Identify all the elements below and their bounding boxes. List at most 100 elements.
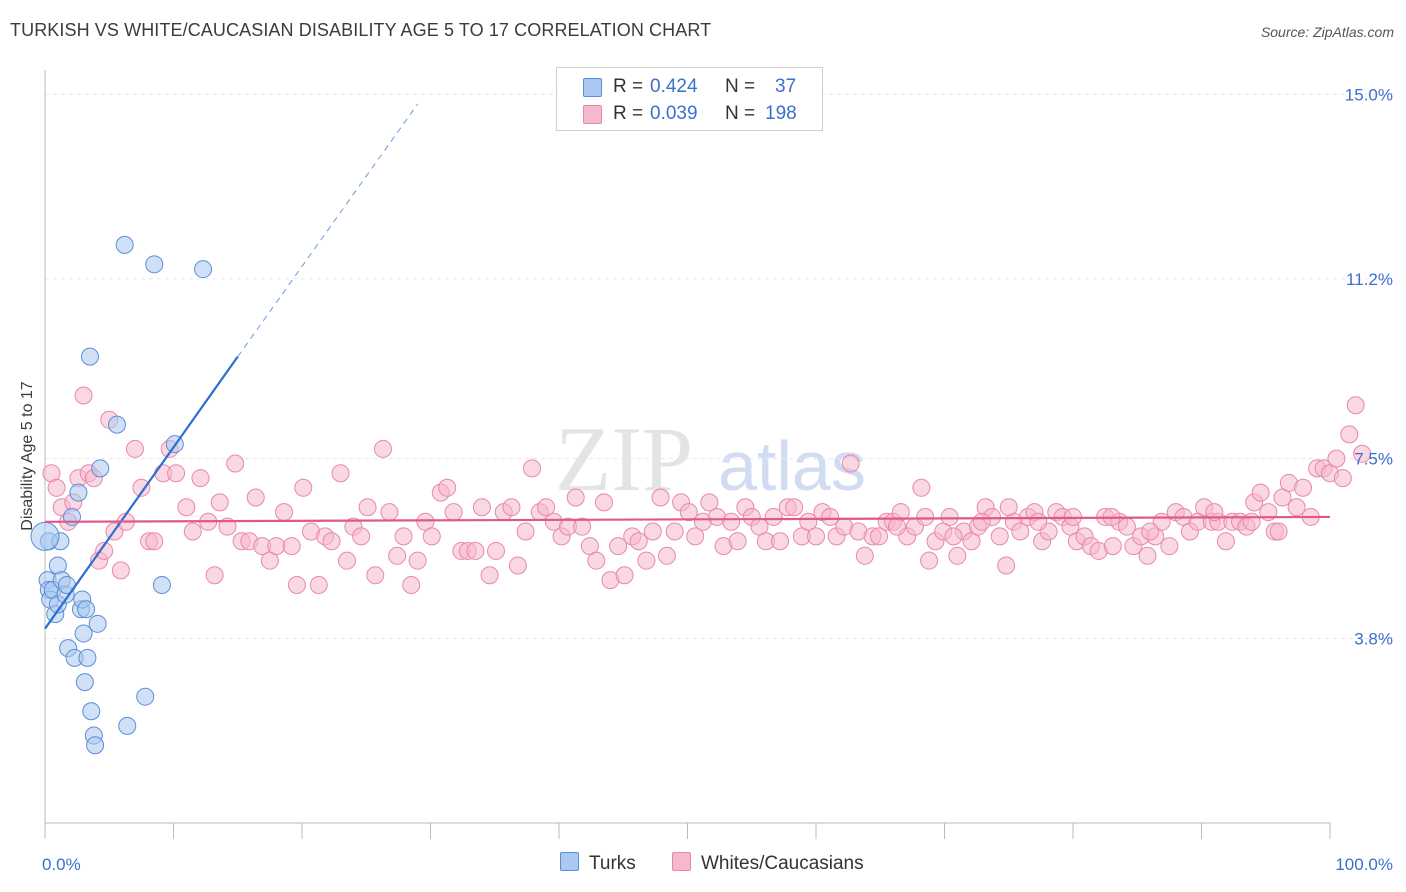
point-whites bbox=[643, 522, 662, 541]
point-whites bbox=[322, 532, 341, 551]
point-whites bbox=[1340, 425, 1359, 444]
point-whites bbox=[651, 488, 670, 507]
point-whites bbox=[444, 503, 463, 522]
point-whites bbox=[990, 527, 1009, 546]
legend-r-label: R = bbox=[613, 103, 644, 124]
point-whites bbox=[665, 522, 684, 541]
bottom-legend-swatch-whites bbox=[672, 852, 691, 871]
point-whites bbox=[855, 546, 874, 565]
point-whites bbox=[47, 478, 66, 497]
point-whites bbox=[537, 498, 556, 517]
point-whites bbox=[609, 537, 628, 556]
point-whites bbox=[657, 546, 676, 565]
point-whites bbox=[807, 527, 825, 546]
point-whites bbox=[183, 522, 202, 541]
point-whites bbox=[594, 493, 613, 512]
chart-title: TURKISH VS WHITE/CAUCASIAN DISABILITY AG… bbox=[10, 20, 712, 40]
point-whites bbox=[700, 493, 719, 512]
point-whites bbox=[920, 551, 939, 570]
point-whites bbox=[944, 527, 963, 546]
point-whites bbox=[679, 503, 698, 522]
point-whites bbox=[841, 454, 860, 473]
point-whites bbox=[1333, 469, 1352, 488]
bottom-legend-whites: Whites/Caucasians bbox=[672, 852, 864, 875]
point-turks bbox=[86, 736, 105, 755]
point-whites bbox=[487, 541, 506, 560]
point-turks bbox=[145, 255, 164, 274]
point-whites bbox=[972, 512, 991, 531]
point-turks bbox=[69, 483, 88, 502]
point-whites bbox=[1138, 546, 1157, 565]
point-whites bbox=[422, 527, 441, 546]
point-whites bbox=[573, 517, 592, 536]
point-whites bbox=[1294, 478, 1313, 497]
point-turks bbox=[78, 648, 97, 667]
bottom-legend-turks: Turks bbox=[560, 852, 636, 875]
legend-r-label: R = bbox=[613, 76, 644, 97]
point-whites bbox=[1269, 522, 1288, 541]
point-whites bbox=[95, 541, 114, 560]
point-turks bbox=[88, 614, 107, 633]
point-whites bbox=[275, 503, 294, 522]
point-whites bbox=[246, 488, 265, 507]
point-whites bbox=[722, 512, 741, 531]
legend-box: R = 0.424 N = 37 R = 0.039 N = 198 bbox=[556, 67, 823, 131]
legend-r-value: 0.039 bbox=[650, 103, 698, 124]
point-whites bbox=[267, 537, 286, 556]
point-whites bbox=[373, 439, 392, 458]
point-turks bbox=[136, 687, 155, 706]
trend-line-turks bbox=[44, 355, 239, 630]
point-whites bbox=[1242, 512, 1261, 531]
point-whites bbox=[358, 498, 377, 517]
point-whites bbox=[438, 478, 457, 497]
point-whites bbox=[1353, 444, 1372, 463]
y-tick-label: 15.0% bbox=[1345, 85, 1393, 104]
point-whites bbox=[352, 527, 371, 546]
point-whites bbox=[125, 439, 144, 458]
x-tick-label-max: 100.0% bbox=[1335, 855, 1393, 874]
point-whites bbox=[587, 551, 606, 570]
legend-n-label: N = bbox=[725, 103, 756, 124]
point-turks bbox=[82, 702, 101, 721]
bottom-legend-label-whites: Whites/Caucasians bbox=[701, 853, 864, 874]
point-whites bbox=[145, 532, 164, 551]
point-whites bbox=[1103, 537, 1122, 556]
point-whites bbox=[1327, 449, 1346, 468]
legend-swatch-whites bbox=[583, 105, 602, 124]
y-tick-label: 11.2% bbox=[1346, 270, 1393, 289]
point-whites bbox=[337, 551, 356, 570]
point-whites bbox=[111, 561, 130, 580]
point-whites bbox=[394, 527, 413, 546]
point-turks bbox=[75, 673, 94, 692]
point-whites bbox=[226, 454, 245, 473]
point-whites bbox=[940, 507, 959, 526]
point-turks bbox=[107, 415, 126, 434]
point-whites bbox=[629, 532, 648, 551]
point-whites bbox=[999, 498, 1018, 517]
watermark-atlas: atlas bbox=[718, 427, 866, 505]
legend-n-value: 198 bbox=[765, 103, 797, 124]
point-turks bbox=[91, 459, 110, 478]
point-turks bbox=[30, 521, 60, 551]
point-whites bbox=[402, 575, 421, 594]
point-whites bbox=[1011, 522, 1030, 541]
point-whites bbox=[1160, 537, 1179, 556]
bottom-legend-swatch-turks bbox=[560, 852, 579, 871]
point-whites bbox=[799, 512, 818, 531]
y-tick-label: 7.5% bbox=[1354, 450, 1393, 469]
point-turks bbox=[194, 260, 213, 279]
point-whites bbox=[1251, 483, 1270, 502]
trend-line-whites bbox=[44, 515, 1331, 523]
point-whites bbox=[728, 532, 747, 551]
point-whites bbox=[508, 556, 527, 575]
point-whites bbox=[887, 517, 906, 536]
point-turks bbox=[115, 235, 134, 254]
point-whites bbox=[637, 551, 656, 570]
point-whites bbox=[566, 488, 585, 507]
point-whites bbox=[997, 556, 1016, 575]
point-whites bbox=[191, 469, 210, 488]
point-whites bbox=[380, 503, 399, 522]
point-whites bbox=[1346, 396, 1365, 415]
point-whites bbox=[480, 566, 499, 585]
point-whites bbox=[948, 546, 967, 565]
